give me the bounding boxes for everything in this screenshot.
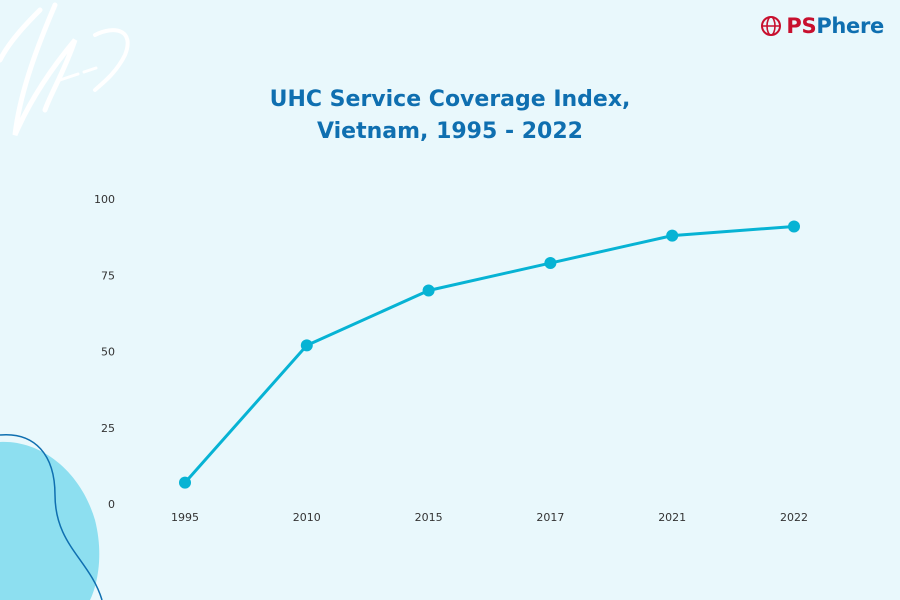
globe-icon <box>761 16 782 36</box>
chart-title-line1: UHC Service Coverage Index, <box>269 87 631 112</box>
x-tick-label: 2022 <box>780 511 808 524</box>
brand-logo: PSPhere <box>760 14 884 38</box>
y-tick-label: 25 <box>101 422 115 435</box>
y-tick-label: 50 <box>101 346 115 359</box>
x-tick-label: 2010 <box>293 511 321 524</box>
chart-title: UHC Service Coverage Index, Vietnam, 199… <box>0 84 900 148</box>
data-point <box>666 229 679 242</box>
y-tick-label: 75 <box>101 269 115 282</box>
data-point <box>179 476 191 489</box>
brand-name-part2: Phere <box>816 14 884 38</box>
data-point <box>300 339 313 352</box>
data-point <box>544 257 557 270</box>
data-point <box>788 220 800 233</box>
x-tick-label: 1995 <box>171 511 199 524</box>
chart-title-line2: Vietnam, 1995 - 2022 <box>317 119 583 144</box>
y-tick-label: 0 <box>108 498 115 511</box>
brand-name-part1: PS <box>786 14 817 38</box>
data-point <box>422 284 435 297</box>
x-tick-label: 2021 <box>658 511 686 524</box>
x-tick-label: 2017 <box>536 511 564 524</box>
series-line <box>183 224 795 484</box>
x-tick-label: 2015 <box>415 511 443 524</box>
y-tick-label: 100 <box>94 193 115 206</box>
